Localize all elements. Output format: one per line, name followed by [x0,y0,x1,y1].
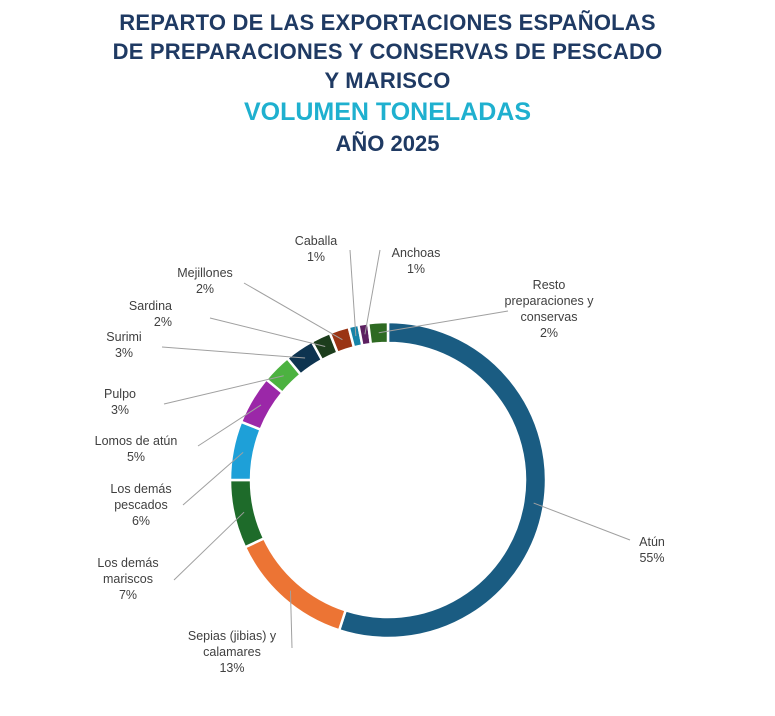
chart-title-line-3: Y MARISCO [324,68,451,93]
data-label-resto-preparaciones-y-conservas: Resto preparaciones y conservas 2% [505,278,595,340]
slice-atun [337,320,548,640]
data-label-lomos-de-atun: Lomos de atún 5% [95,434,178,464]
leader-line-sepias-jibias-y-calamares [289,590,293,649]
chart-year: AÑO 2025 [335,131,440,156]
data-label-value: 1% [407,262,425,276]
data-label-sardina: Sardina 2% [129,299,172,329]
slice-los-demas-pescados [228,420,263,482]
leader-line-mejillones [243,282,343,341]
data-label-name: Atún [639,535,665,549]
data-label-name: Sepias (jibias) y [188,629,277,643]
data-label-value: 1% [307,250,325,264]
data-label-name: Mejillones [177,266,233,280]
data-label-mejillones: Mejillones 2% [177,266,233,296]
data-label-name: Resto [533,278,566,292]
donut-slices [228,320,548,640]
data-label-name: Caballa [295,234,337,248]
data-label-name: Surimi [106,330,141,344]
leader-line-anchoas [364,249,381,335]
leader-line-lomos-de-atun [197,404,262,447]
data-label-caballa: Caballa 1% [295,234,337,264]
data-label-value: 2% [154,315,172,329]
leader-line-caballa [349,249,357,337]
data-label-name: mariscos [103,572,153,586]
data-label-name: Anchoas [392,246,441,260]
chart-title-line-1: REPARTO DE LAS EXPORTACIONES ESPAÑOLAS [119,10,656,35]
data-label-name: Los demás [97,556,158,570]
leader-line-atun [533,502,631,541]
chart-subtitle: VOLUMEN TONELADAS [243,98,532,126]
data-label-surimi: Surimi 3% [106,330,141,360]
slice-sepias-jibias-y-calamares [243,536,348,632]
data-label-value: 3% [115,346,133,360]
data-label-atun: Atún 55% [639,535,665,565]
data-label-anchoas: Anchoas 1% [392,246,441,276]
data-label-los-demas-mariscos: Los demás mariscos 7% [97,556,158,602]
data-label-name: Pulpo [104,387,136,401]
chart-titles: REPARTO DE LAS EXPORTACIONES ESPAÑOLAS D… [0,8,775,159]
data-label-pulpo: Pulpo 3% [104,387,136,417]
data-label-name: preparaciones y [505,294,595,308]
data-label-value: 7% [119,588,137,602]
data-label-value: 2% [196,282,214,296]
data-label-value: 2% [540,326,558,340]
data-label-sepias-jibias-y-calamares: Sepias (jibias) y calamares 13% [188,629,277,675]
data-label-value: 13% [219,661,244,675]
data-label-name: calamares [203,645,261,659]
leader-line-sardina [209,317,326,348]
slice-los-demas-mariscos [228,478,266,549]
leader-lines [161,249,631,649]
data-labels: Atún 55% Sepias (jibias) y calamares 13% Los … [95,234,665,675]
data-label-value: 6% [132,514,150,528]
slice-resto-preparaciones-y-conservas [366,320,390,346]
leader-line-surimi [161,346,306,359]
data-label-value: 3% [111,403,129,417]
data-label-name: conservas [521,310,578,324]
leader-line-los-demas-mariscos [173,511,245,581]
chart-title-line-2: DE PREPARACIONES Y CONSERVAS DE PESCADO [112,39,663,64]
leader-line-los-demas-pescados [182,451,244,506]
data-label-name: Sardina [129,299,172,313]
data-label-value: 55% [639,551,664,565]
data-label-name: Los demás [110,482,171,496]
data-label-name: pescados [114,498,168,512]
data-label-name: Lomos de atún [95,434,178,448]
leader-line-pulpo [163,375,284,405]
data-label-value: 5% [127,450,145,464]
leader-line-resto-preparaciones-y-conservas [378,310,509,334]
data-label-los-demas-pescados: Los demás pescados 6% [110,482,171,528]
